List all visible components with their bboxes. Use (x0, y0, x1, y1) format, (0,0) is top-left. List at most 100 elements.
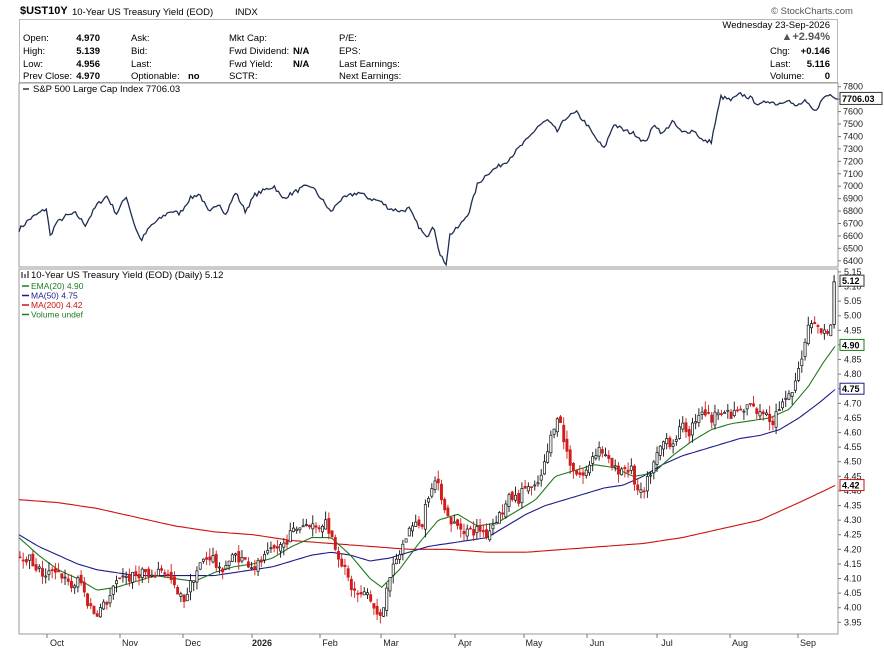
candle-body (253, 566, 257, 570)
candle-body (645, 476, 649, 492)
candle-body (382, 607, 386, 617)
candle-body (472, 529, 476, 536)
candle-body (813, 322, 817, 325)
candle-body (57, 570, 61, 573)
change-percent: ▲+2.94% (781, 31, 830, 43)
candle-body (526, 486, 530, 492)
candle-body (346, 568, 350, 578)
candle-body (726, 409, 730, 412)
candle-body (790, 392, 794, 397)
ma200-tag: 4.42 (842, 481, 860, 491)
candle-body (736, 409, 739, 412)
candle-body (764, 412, 768, 416)
candle-body (584, 469, 588, 476)
candle-body (243, 557, 247, 560)
candle-body (34, 564, 38, 571)
candle-body (600, 449, 604, 454)
candle-body (246, 561, 250, 568)
candle-body (655, 452, 659, 465)
yield-last-tag: 5.12 (842, 276, 860, 286)
candle-body (137, 573, 141, 579)
candle-body (443, 498, 447, 511)
candle-body (716, 412, 720, 416)
candle-body (523, 485, 527, 489)
candle-body (37, 566, 41, 569)
candle-body (378, 611, 382, 616)
candle-body (234, 553, 237, 556)
candle-body (520, 488, 524, 504)
fwd-yield-value: N/A (293, 59, 310, 70)
open-value: 4.970 (76, 33, 100, 44)
open-label: Open: (23, 33, 49, 44)
yield-y-tick-label: 5.00 (844, 311, 862, 321)
candle-body (697, 415, 701, 423)
sp500-y-tick-label: 7100 (843, 169, 863, 179)
ema20-tag-box (839, 338, 865, 351)
bid-label: Bid: (131, 46, 148, 57)
sp500-y-tick-label: 7000 (843, 181, 863, 191)
volume-value: 0 (824, 71, 830, 82)
candle-body (803, 341, 807, 357)
candle-body (497, 512, 501, 524)
candle-body (404, 538, 408, 543)
candle-body (588, 464, 591, 474)
candle-body (800, 358, 804, 367)
sp500-line (18, 91, 838, 267)
candle-body (607, 454, 611, 459)
candle-body (205, 557, 209, 560)
candle-body (797, 368, 801, 381)
candle-body (427, 498, 431, 503)
candle-body (41, 568, 44, 577)
yield-x-label: Dec (185, 638, 202, 648)
candle-body (658, 445, 662, 456)
candle-body (613, 465, 617, 468)
candle-body (391, 563, 395, 576)
candle-body (66, 578, 70, 582)
candle-body (575, 469, 579, 475)
candle-body (288, 530, 292, 543)
candle-body (195, 570, 199, 583)
sp500-y-tick-label: 6700 (843, 218, 863, 228)
candle-body (433, 480, 437, 490)
candle-body (530, 486, 534, 489)
candlestick-icon (21, 271, 29, 278)
candle-body (63, 576, 67, 579)
candle-body (292, 527, 295, 532)
candle-body (449, 516, 453, 525)
candle-body (70, 580, 73, 589)
candle-body (102, 601, 106, 610)
candle-body (739, 408, 743, 411)
exchange: INDX (235, 7, 258, 18)
candle-body (18, 556, 22, 559)
candle-body (420, 524, 424, 528)
yield-x-label: Oct (50, 638, 65, 648)
candle-body (47, 570, 51, 575)
candle-body (694, 421, 698, 424)
yield-y-tick-label: 3.95 (844, 617, 862, 627)
yield-y-tick-label: 4.00 (844, 603, 862, 613)
candle-body (665, 437, 669, 445)
candle-body (533, 484, 537, 487)
candle-body (578, 472, 582, 475)
last-label: Last: (131, 59, 152, 70)
sp500-y-tick-label: 6400 (843, 256, 863, 266)
candle-body (784, 397, 788, 400)
candle-body (317, 527, 321, 530)
candle-body (192, 580, 196, 583)
candle-body (568, 449, 572, 466)
yield-y-tick-label: 4.25 (844, 530, 862, 540)
candle-body (79, 574, 83, 584)
candle-body (719, 413, 723, 415)
last-price-label: Last: (770, 59, 791, 70)
ask-label: Ask: (131, 33, 150, 44)
yield-x-label: Apr (458, 638, 472, 648)
fwd-dividend-value: N/A (293, 46, 310, 57)
candle-body (732, 409, 736, 417)
candle-body (95, 613, 99, 617)
candle-body (546, 451, 550, 463)
candle-body (189, 580, 192, 593)
candle-body (230, 554, 234, 562)
low-label: Low: (23, 59, 44, 70)
yield-x-label: Jul (661, 638, 673, 648)
candle-body (707, 412, 710, 414)
